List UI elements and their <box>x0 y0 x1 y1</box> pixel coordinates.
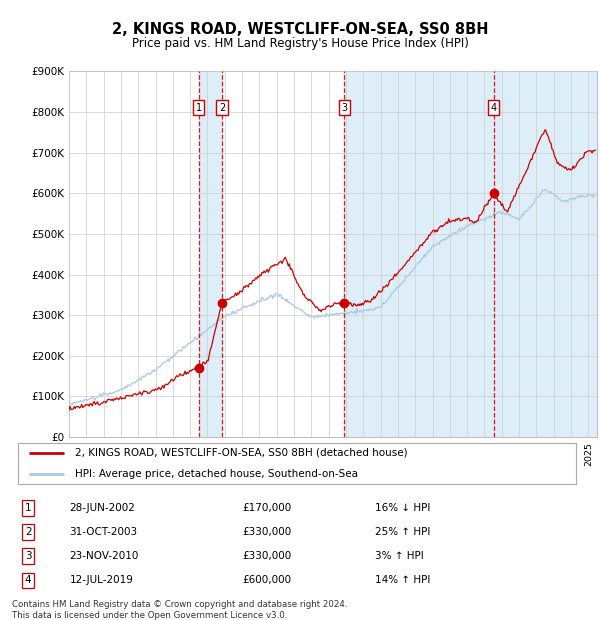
Text: 1: 1 <box>25 503 31 513</box>
Text: Contains HM Land Registry data © Crown copyright and database right 2024.
This d: Contains HM Land Registry data © Crown c… <box>12 600 347 619</box>
Text: 2, KINGS ROAD, WESTCLIFF-ON-SEA, SS0 8BH: 2, KINGS ROAD, WESTCLIFF-ON-SEA, SS0 8BH <box>112 22 488 37</box>
Text: 3: 3 <box>341 103 347 113</box>
Text: 2, KINGS ROAD, WESTCLIFF-ON-SEA, SS0 8BH (detached house): 2, KINGS ROAD, WESTCLIFF-ON-SEA, SS0 8BH… <box>76 448 408 458</box>
Text: 23-NOV-2010: 23-NOV-2010 <box>70 551 139 561</box>
Text: £600,000: £600,000 <box>242 575 292 585</box>
Text: 1: 1 <box>196 103 202 113</box>
Text: Price paid vs. HM Land Registry's House Price Index (HPI): Price paid vs. HM Land Registry's House … <box>131 37 469 50</box>
Text: 31-OCT-2003: 31-OCT-2003 <box>70 527 138 537</box>
Text: £170,000: £170,000 <box>242 503 292 513</box>
Text: 14% ↑ HPI: 14% ↑ HPI <box>375 575 430 585</box>
Text: 2: 2 <box>25 527 31 537</box>
Text: 25% ↑ HPI: 25% ↑ HPI <box>375 527 430 537</box>
FancyBboxPatch shape <box>18 443 577 484</box>
Text: 16% ↓ HPI: 16% ↓ HPI <box>375 503 430 513</box>
Text: 2: 2 <box>219 103 225 113</box>
Text: 3% ↑ HPI: 3% ↑ HPI <box>375 551 424 561</box>
Text: 28-JUN-2002: 28-JUN-2002 <box>70 503 136 513</box>
Bar <box>344 71 597 437</box>
Text: 12-JUL-2019: 12-JUL-2019 <box>70 575 133 585</box>
Bar <box>199 71 222 437</box>
Text: £330,000: £330,000 <box>242 527 292 537</box>
Text: HPI: Average price, detached house, Southend-on-Sea: HPI: Average price, detached house, Sout… <box>76 469 358 479</box>
Text: £330,000: £330,000 <box>242 551 292 561</box>
Text: 4: 4 <box>25 575 31 585</box>
Text: 4: 4 <box>491 103 497 113</box>
Text: 3: 3 <box>25 551 31 561</box>
